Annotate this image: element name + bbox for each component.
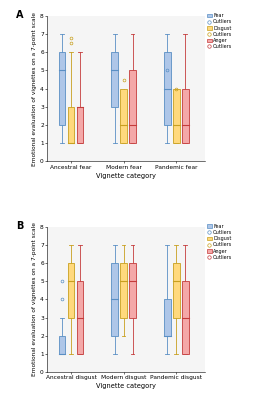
Bar <box>164 299 171 336</box>
Bar <box>182 89 189 143</box>
Bar <box>59 336 65 354</box>
Bar <box>129 70 136 143</box>
X-axis label: Vignette category: Vignette category <box>96 383 156 389</box>
Bar <box>164 52 171 125</box>
Bar <box>129 263 136 318</box>
Legend: Fear, Outliers, Disgust, Outliers, Anger, Outliers: Fear, Outliers, Disgust, Outliers, Anger… <box>207 224 232 260</box>
X-axis label: Vignette category: Vignette category <box>96 172 156 178</box>
Y-axis label: Emotional evaluation of vignettes on a 7-point scale: Emotional evaluation of vignettes on a 7… <box>32 12 37 166</box>
Text: A: A <box>16 10 23 20</box>
Bar <box>182 281 189 354</box>
Text: B: B <box>16 221 23 231</box>
Bar <box>120 263 127 318</box>
Bar <box>77 107 83 143</box>
Bar <box>68 107 74 143</box>
Bar <box>111 263 118 336</box>
Legend: Fear, Outliers, Disgust, Outliers, Anger, Outliers: Fear, Outliers, Disgust, Outliers, Anger… <box>207 13 232 49</box>
Bar <box>111 52 118 107</box>
Y-axis label: Emotional evaluation of vignettes on a 7-point scale: Emotional evaluation of vignettes on a 7… <box>32 222 37 376</box>
Bar <box>120 89 127 143</box>
Bar <box>173 263 180 318</box>
Bar <box>173 89 180 143</box>
Bar <box>77 281 83 354</box>
Bar <box>59 52 65 125</box>
Bar <box>68 263 74 318</box>
